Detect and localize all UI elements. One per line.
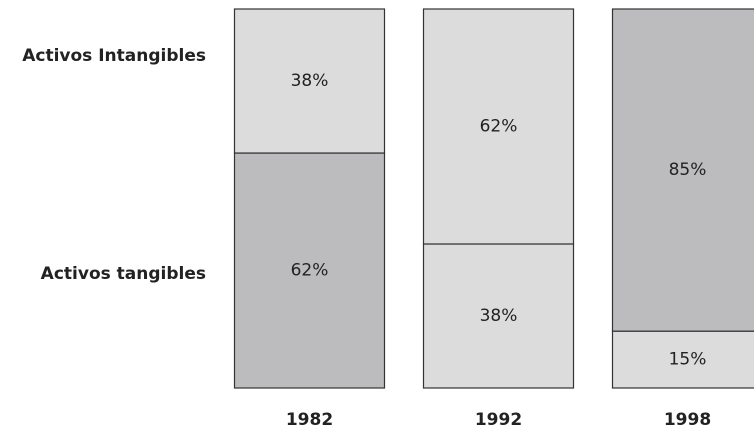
value-label: 85% — [669, 160, 707, 180]
x-tick-label: 1998 — [664, 410, 711, 430]
x-tick-label: 1982 — [286, 410, 333, 430]
value-label: 15% — [669, 350, 707, 370]
bar-segment — [233, 152, 386, 389]
bar-segment — [422, 8, 575, 245]
value-label: 62% — [480, 116, 518, 136]
legend-label: Activos Intangibles — [22, 46, 206, 66]
bar-segment — [233, 8, 386, 154]
value-label: 38% — [480, 306, 518, 326]
bar-segment — [611, 8, 754, 332]
legend-label: Activos tangibles — [41, 264, 206, 284]
x-tick-label: 1992 — [475, 410, 522, 430]
value-label: 62% — [291, 261, 329, 281]
bar-segment — [611, 330, 754, 389]
value-label: 38% — [291, 71, 329, 91]
